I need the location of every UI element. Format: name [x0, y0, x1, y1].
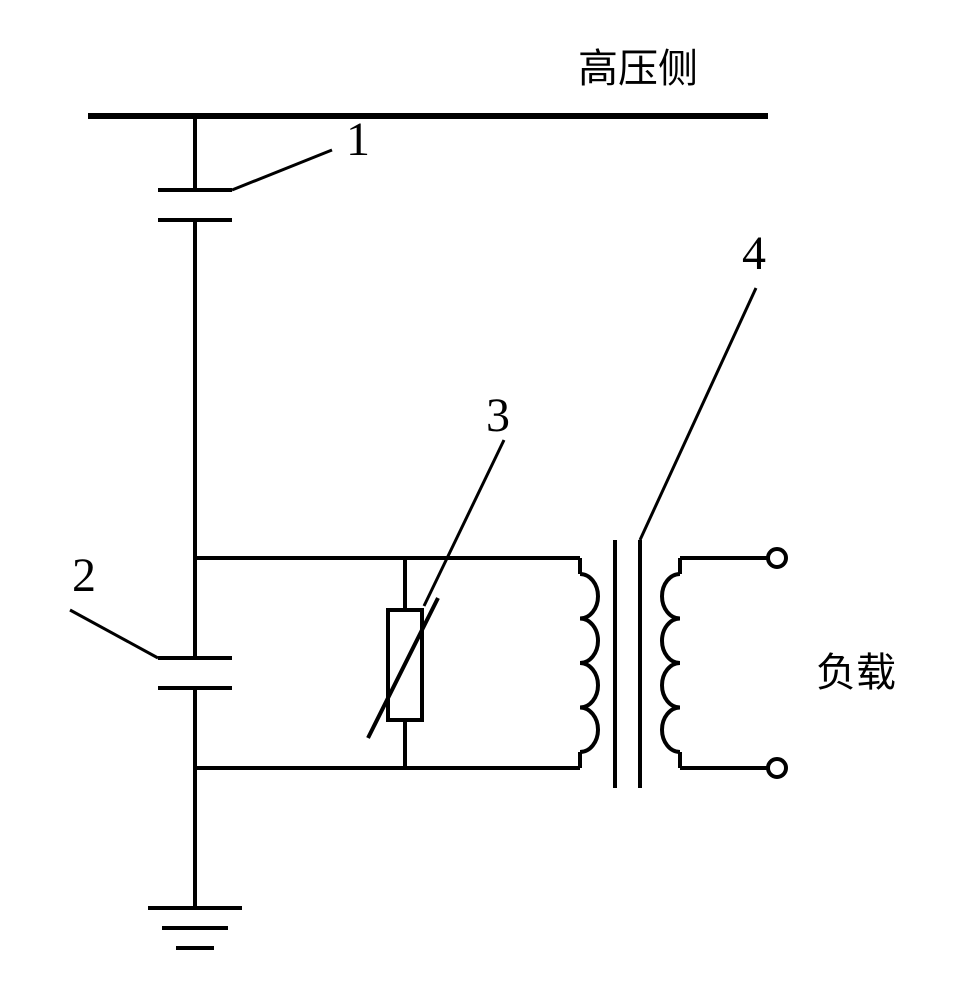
circuit-diagram: 高压侧 负载 1 2 3 4 — [0, 0, 975, 1000]
hv-side-label: 高压侧 — [578, 36, 698, 94]
schematic-svg — [0, 0, 975, 1000]
ref-label-4: 4 — [742, 226, 766, 281]
ref-label-2: 2 — [72, 548, 96, 603]
ref-label-1: 1 — [346, 112, 370, 167]
ref-label-3: 3 — [486, 388, 510, 443]
load-label: 负载 — [816, 640, 896, 698]
